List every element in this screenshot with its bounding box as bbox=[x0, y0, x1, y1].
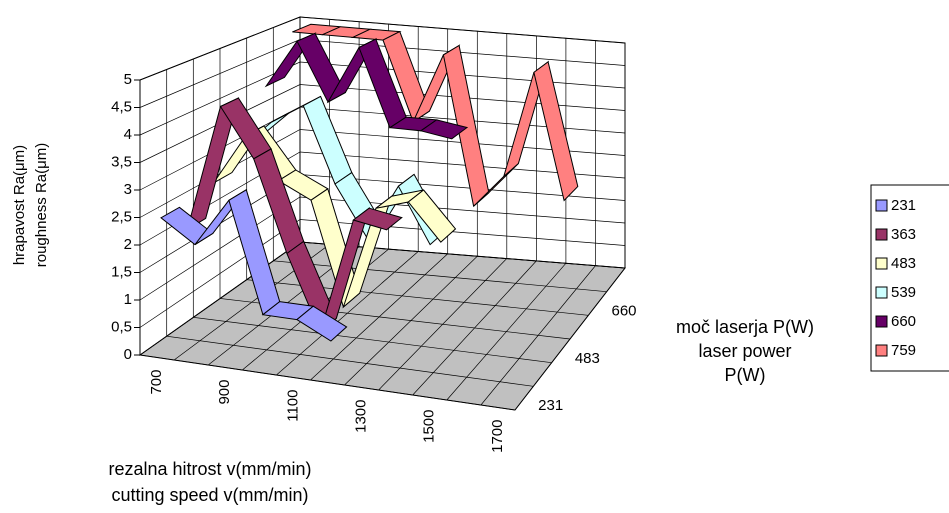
legend-label: 660 bbox=[891, 313, 916, 330]
grid-line bbox=[139, 80, 516, 411]
x-axis-title: rezalna hitrost v(mm/min) bbox=[108, 459, 311, 479]
legend-label: 483 bbox=[891, 255, 916, 272]
y-tick-label: 5 bbox=[124, 71, 132, 88]
y-tick-label: 0 bbox=[124, 346, 132, 363]
ribbon-segment bbox=[419, 119, 469, 140]
legend-label: 231 bbox=[891, 197, 916, 214]
legend-label: 363 bbox=[891, 226, 916, 243]
ribbon-segment bbox=[296, 305, 348, 342]
y-tick-label: 4,5 bbox=[111, 98, 132, 115]
grid-line bbox=[166, 69, 534, 387]
x-tick-label: 1300 bbox=[353, 400, 370, 433]
x-axis-title: cutting speed v(mm/min) bbox=[111, 485, 308, 505]
x-tick-label: 1100 bbox=[284, 390, 301, 422]
legend-swatch bbox=[875, 257, 888, 270]
y-tick-label: 2,5 bbox=[111, 208, 132, 225]
y-tick-label: 1 bbox=[124, 291, 132, 308]
y-tick-label: 2 bbox=[124, 236, 132, 253]
y-tick-label: 3,5 bbox=[111, 153, 132, 170]
depth-axis-title: laser power bbox=[698, 341, 791, 361]
legend-swatch bbox=[875, 344, 888, 357]
legend-label: 759 bbox=[891, 342, 916, 359]
x-tick-label: 700 bbox=[148, 370, 165, 395]
legend-swatch bbox=[875, 199, 888, 212]
depth-tick-label: 660 bbox=[612, 302, 637, 319]
y-tick-label: 3 bbox=[124, 181, 132, 198]
legend bbox=[870, 184, 949, 372]
depth-tick-label: 483 bbox=[575, 350, 600, 367]
x-tick-label: 1700 bbox=[489, 420, 506, 453]
y-axis-title: roughness Ra(μm) bbox=[33, 143, 50, 268]
y-axis-title: hrapavost Ra(μm) bbox=[11, 145, 28, 265]
depth-axis-title: P(W) bbox=[725, 365, 766, 385]
grid-line bbox=[192, 59, 552, 364]
legend-swatch bbox=[875, 286, 888, 299]
grid-line bbox=[272, 27, 607, 293]
y-tick-label: 0,5 bbox=[111, 318, 132, 335]
x-tick-label: 1500 bbox=[421, 410, 438, 443]
depth-axis-title: moč laserja P(W) bbox=[676, 317, 814, 337]
ribbon-segment bbox=[533, 61, 579, 202]
ribbon-segment bbox=[352, 207, 403, 231]
ribbon-segment bbox=[407, 189, 457, 243]
legend-swatch bbox=[875, 228, 888, 241]
y-tick-label: 4 bbox=[124, 126, 132, 143]
y-tick-label: 1,5 bbox=[111, 263, 132, 280]
depth-tick-label: 231 bbox=[538, 397, 563, 414]
x-tick-label: 900 bbox=[216, 380, 233, 405]
legend-swatch bbox=[875, 315, 888, 328]
legend-label: 539 bbox=[891, 284, 916, 301]
